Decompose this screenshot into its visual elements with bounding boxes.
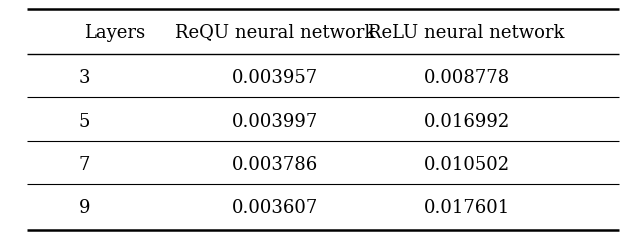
Text: 0.003786: 0.003786 xyxy=(232,156,319,174)
Text: 0.003997: 0.003997 xyxy=(232,113,319,130)
Text: ReLU neural network: ReLU neural network xyxy=(368,24,565,42)
Text: 0.003957: 0.003957 xyxy=(232,69,319,87)
Text: 0.016992: 0.016992 xyxy=(424,113,509,130)
Text: 9: 9 xyxy=(79,199,90,217)
Text: 0.017601: 0.017601 xyxy=(424,199,509,217)
Text: 7: 7 xyxy=(79,156,90,174)
Text: 5: 5 xyxy=(79,113,90,130)
Text: 0.008778: 0.008778 xyxy=(424,69,509,87)
Text: 0.010502: 0.010502 xyxy=(424,156,509,174)
Text: ReQU neural network: ReQU neural network xyxy=(175,24,376,42)
Text: 3: 3 xyxy=(79,69,90,87)
Text: 0.003607: 0.003607 xyxy=(232,199,319,217)
Text: Layers: Layers xyxy=(84,24,145,42)
